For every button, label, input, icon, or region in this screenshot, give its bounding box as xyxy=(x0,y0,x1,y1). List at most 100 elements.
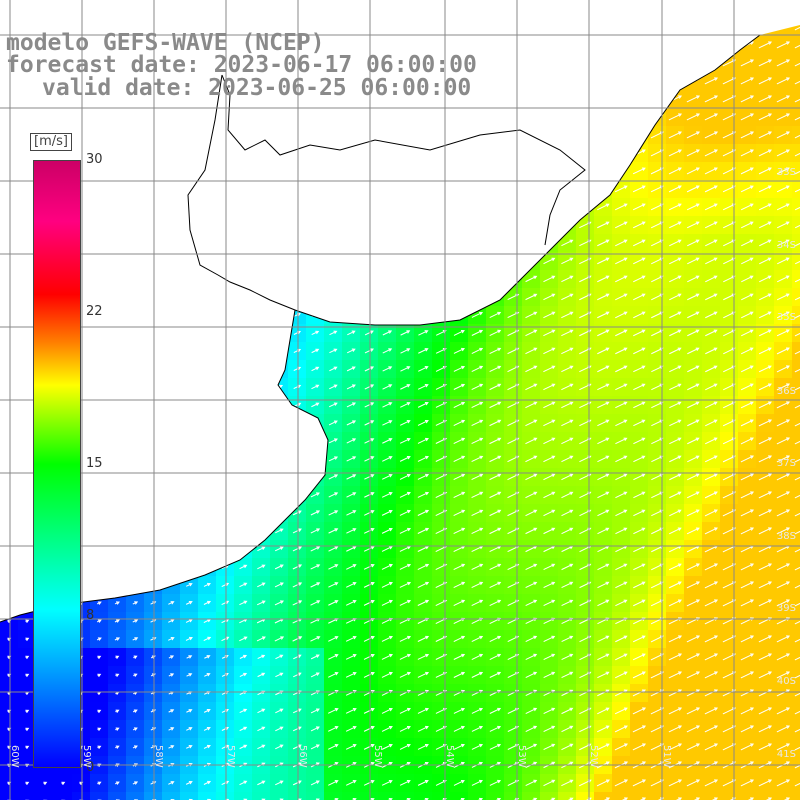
wind-arrow xyxy=(668,185,682,193)
wind-arrow xyxy=(471,311,484,318)
wind-cell xyxy=(792,540,800,558)
wind-arrow xyxy=(758,725,773,733)
wind-arrow xyxy=(758,653,773,661)
wind-arrow xyxy=(292,708,302,714)
wind-arrow xyxy=(668,653,683,661)
wind-cell xyxy=(378,792,396,800)
wind-arrow xyxy=(417,779,429,786)
lon-label-51w: 51W xyxy=(661,745,672,768)
wind-arrow xyxy=(561,509,574,517)
lat-label-36s: 36S xyxy=(776,386,796,397)
wind-arrow xyxy=(794,206,800,211)
wind-arrow xyxy=(561,671,574,679)
wind-arrow xyxy=(669,311,682,319)
wind-arrow xyxy=(669,329,682,337)
wind-arrow xyxy=(776,77,791,85)
wind-arrow xyxy=(257,780,266,786)
wind-arrow xyxy=(203,708,211,713)
wind-arrow xyxy=(561,239,574,247)
wind-arrow xyxy=(758,419,773,427)
wind-cell xyxy=(792,162,800,180)
wind-arrow xyxy=(275,780,284,786)
wind-arrow xyxy=(453,491,466,499)
wind-arrow xyxy=(292,510,302,516)
wind-arrow xyxy=(651,509,664,517)
wind-arrow xyxy=(597,635,610,643)
lat-label-41s: 41S xyxy=(776,749,796,760)
wind-arrow xyxy=(185,636,193,641)
wind-arrow xyxy=(405,798,411,800)
wind-arrow xyxy=(669,473,682,481)
wind-arrow xyxy=(489,635,502,642)
wind-arrow xyxy=(669,491,682,499)
wind-arrow xyxy=(399,779,411,786)
wind-arrow xyxy=(668,725,683,733)
wind-arrow xyxy=(525,491,538,499)
wind-arrow xyxy=(489,311,502,318)
wind-arrow xyxy=(453,707,466,714)
wind-arrow xyxy=(471,779,483,786)
wind-arrow xyxy=(203,726,211,731)
wind-arrow xyxy=(471,581,484,589)
wind-arrow xyxy=(132,781,139,785)
wind-cell xyxy=(792,630,800,648)
wind-cell xyxy=(198,792,216,800)
lat-label-33s: 33S xyxy=(776,167,796,178)
wind-arrow xyxy=(489,671,502,678)
wind-arrow xyxy=(794,314,800,319)
wind-cell xyxy=(792,36,800,54)
wind-arrow xyxy=(669,509,682,517)
lat-label-37s: 37S xyxy=(776,458,796,469)
wind-arrow xyxy=(364,474,375,480)
wind-arrow xyxy=(97,655,102,660)
wind-arrow xyxy=(345,671,357,678)
wind-arrow xyxy=(525,455,538,463)
wind-arrow xyxy=(453,653,466,660)
wind-arrow xyxy=(614,707,628,715)
colorbar-tick-22: 22 xyxy=(86,304,103,319)
wind-arrow xyxy=(794,44,800,49)
wind-arrow xyxy=(794,116,800,121)
wind-arrow xyxy=(417,671,430,678)
colorbar-tick-30: 30 xyxy=(86,152,103,167)
wind-arrow xyxy=(741,239,754,247)
wind-arrow xyxy=(399,581,412,588)
wind-cell xyxy=(594,792,612,800)
wind-arrow xyxy=(399,563,412,570)
wind-arrow xyxy=(399,707,411,714)
wind-arrow xyxy=(274,600,284,606)
wind-cell xyxy=(792,594,800,612)
wind-cell xyxy=(720,792,738,800)
wind-arrow xyxy=(328,654,339,660)
wind-arrow xyxy=(686,131,701,139)
wind-arrow xyxy=(543,293,556,301)
forecast-date: forecast date: 2023-06-17 06:00:00 xyxy=(6,52,477,78)
wind-arrow xyxy=(543,473,556,481)
wind-arrow xyxy=(668,563,682,571)
wind-arrow xyxy=(310,672,320,678)
wind-arrow xyxy=(794,602,800,607)
wind-arrow xyxy=(705,293,718,301)
wind-arrow xyxy=(615,275,628,283)
wind-arrow xyxy=(794,494,800,499)
wind-arrow xyxy=(132,727,138,731)
wind-cell xyxy=(792,216,800,234)
wind-arrow xyxy=(633,383,646,391)
wind-arrow xyxy=(382,438,393,444)
wind-arrow xyxy=(776,347,790,355)
wind-arrow xyxy=(615,509,628,517)
wind-arrow xyxy=(489,419,502,427)
wind-arrow xyxy=(311,384,320,390)
wind-arrow xyxy=(543,365,556,373)
wind-arrow xyxy=(758,113,773,121)
wind-arrow xyxy=(168,673,175,677)
wind-arrow xyxy=(740,185,754,193)
wind-arrow xyxy=(417,473,430,480)
wind-arrow xyxy=(363,599,375,606)
wind-arrow xyxy=(776,329,790,337)
wind-cell xyxy=(792,234,800,252)
wind-cell xyxy=(792,378,800,396)
wind-cell xyxy=(792,288,800,306)
wind-arrow xyxy=(686,599,701,607)
wind-arrow xyxy=(453,455,466,463)
